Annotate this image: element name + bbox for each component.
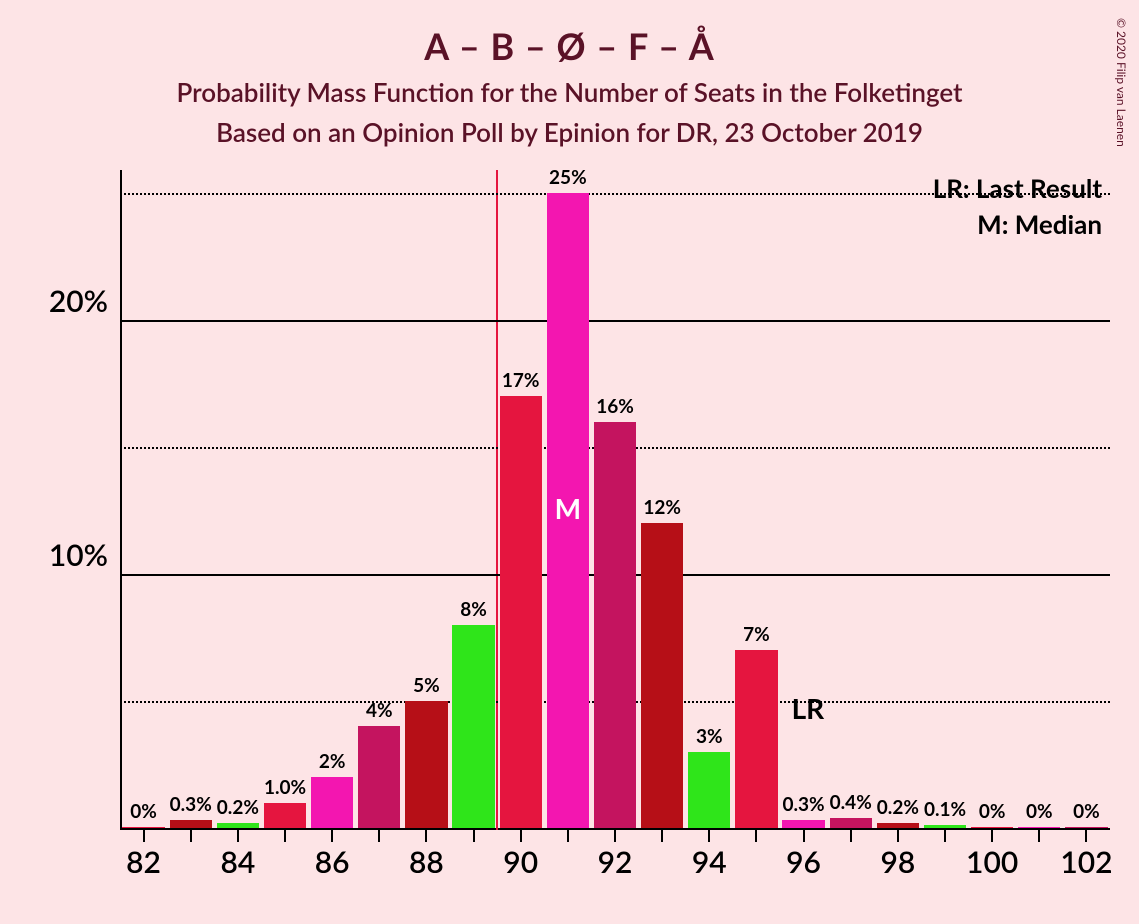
- bar: [877, 823, 919, 828]
- bar: [924, 825, 966, 828]
- bar-value-label: 2%: [319, 750, 346, 773]
- legend-last-result: LR: Last Result: [933, 172, 1102, 204]
- bar-value-label: 8%: [460, 598, 487, 621]
- y-axis: [120, 170, 122, 830]
- x-axis-label: 86: [315, 844, 350, 880]
- x-tick: [708, 830, 710, 842]
- x-tick: [425, 830, 427, 842]
- x-tick: [1038, 830, 1040, 842]
- x-axis-label: 96: [786, 844, 821, 880]
- bar: [500, 396, 542, 828]
- x-tick: [567, 830, 569, 842]
- x-tick: [284, 830, 286, 842]
- x-tick: [473, 830, 475, 842]
- bar: [405, 701, 447, 828]
- x-tick: [237, 830, 239, 842]
- bar-value-label: 7%: [743, 623, 770, 646]
- bar-value-label: 4%: [366, 699, 393, 722]
- bar-value-label: 0.4%: [830, 791, 872, 814]
- bar-value-label: 0.2%: [877, 796, 919, 819]
- bar-value-label: 0.1%: [924, 798, 966, 821]
- x-tick: [850, 830, 852, 842]
- x-tick: [378, 830, 380, 842]
- bar: [122, 827, 164, 828]
- bar: [1018, 827, 1060, 828]
- bar-value-label: 1.0%: [264, 776, 306, 799]
- bar-value-label: 3%: [696, 725, 723, 748]
- gridline-major: [120, 320, 1110, 322]
- x-axis-label: 92: [598, 844, 633, 880]
- x-axis-label: 88: [409, 844, 444, 880]
- lr-marker: LR: [792, 691, 825, 725]
- majority-threshold-line: [496, 170, 498, 830]
- x-tick: [661, 830, 663, 842]
- bar-value-label: 17%: [502, 369, 540, 392]
- x-axis-label: 94: [692, 844, 727, 880]
- bar-value-label: 0.3%: [170, 793, 212, 816]
- bar-value-label: 0%: [1026, 800, 1053, 823]
- y-axis-label: 10%: [49, 537, 108, 573]
- chart-subtitle-2: Based on an Opinion Poll by Epinion for …: [0, 116, 1139, 148]
- chart-plot-area: LR: Last Result M: Median LR 10%20%82848…: [120, 170, 1110, 830]
- x-tick: [803, 830, 805, 842]
- x-axis-label: 98: [880, 844, 915, 880]
- x-axis-label: 82: [126, 844, 161, 880]
- bar: [830, 818, 872, 828]
- x-tick: [944, 830, 946, 842]
- bar: [452, 625, 494, 828]
- bar: [358, 726, 400, 828]
- x-tick: [520, 830, 522, 842]
- x-axis-label: 84: [220, 844, 255, 880]
- bar-value-label: 5%: [413, 674, 440, 697]
- bar: [735, 650, 777, 828]
- chart-subtitle-1: Probability Mass Function for the Number…: [0, 76, 1139, 108]
- x-axis-label: 100: [966, 844, 1018, 880]
- x-tick: [755, 830, 757, 842]
- bar-value-label: 0.3%: [783, 793, 825, 816]
- bar-value-label: 0.2%: [217, 796, 259, 819]
- gridline-minor: [120, 193, 1110, 195]
- bar-value-label: 0%: [1073, 800, 1100, 823]
- x-axis-label: 102: [1060, 844, 1112, 880]
- bar: [311, 777, 353, 828]
- median-marker: M: [555, 491, 581, 525]
- bar: [217, 823, 259, 828]
- bar-value-label: 12%: [643, 496, 681, 519]
- bar: [971, 827, 1013, 828]
- bar-value-label: 16%: [596, 395, 634, 418]
- bar: [1065, 827, 1107, 828]
- legend-median: M: Median: [977, 208, 1102, 240]
- x-tick: [1085, 830, 1087, 842]
- y-axis-label: 20%: [49, 283, 108, 319]
- bar-value-label: 0%: [979, 800, 1006, 823]
- bar-value-label: 0%: [130, 800, 157, 823]
- x-tick: [897, 830, 899, 842]
- bar: [264, 803, 306, 828]
- bar: [688, 752, 730, 828]
- x-tick: [614, 830, 616, 842]
- bar: [782, 820, 824, 828]
- copyright-text: © 2020 Filip van Laenen: [1114, 18, 1129, 147]
- x-tick: [991, 830, 993, 842]
- x-tick: [143, 830, 145, 842]
- bar: [594, 422, 636, 828]
- x-tick: [190, 830, 192, 842]
- x-axis-label: 90: [503, 844, 538, 880]
- x-tick: [331, 830, 333, 842]
- bar: [641, 523, 683, 828]
- bar-value-label: 25%: [549, 166, 587, 189]
- bar: [170, 820, 212, 828]
- chart-title: A – B – Ø – F – Å: [0, 24, 1139, 68]
